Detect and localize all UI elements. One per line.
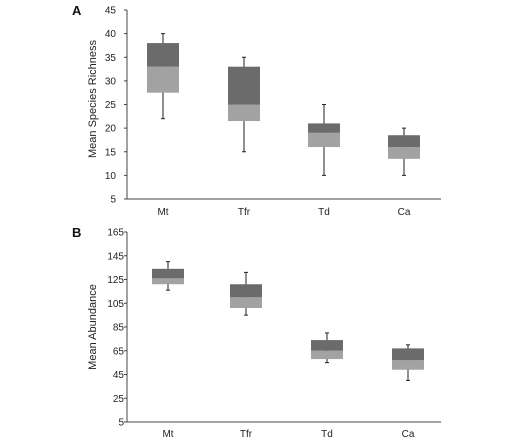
y-axis-label-b: Mean Abundance [87,284,99,370]
box-upper-tfr [230,284,262,298]
box-lower-mt [152,278,184,285]
y-tick-label: 145 [107,251,124,262]
y-tick-label: 40 [105,29,117,40]
y-tick-label: 5 [110,195,116,206]
panel-label-a: A [72,3,82,18]
box-lower-ca [388,147,420,159]
y-tick-label: 125 [107,275,124,286]
box-upper-td [308,123,340,133]
y-tick-label: 45 [113,370,125,381]
x-tick-label: Td [318,207,330,218]
y-tick-label: 30 [105,76,117,87]
box-lower-ca [392,360,424,370]
y-tick-label: 165 [107,228,124,239]
y-tick-label: 65 [113,346,125,357]
box-lower-tfr [230,297,262,308]
x-tick-label: Td [321,429,333,440]
y-axis-label-a: Mean Species Richness [87,40,99,159]
panel-label-b: B [72,225,81,240]
box-upper-ca [392,348,424,361]
box-lower-mt [147,66,179,93]
chart-panel-b: B Mean Abundance 5 25 45 65 85 105 125 145 165 Mt… [72,225,441,440]
x-tick-label: Ca [398,207,411,218]
box-lower-td [308,132,340,148]
y-tick-label: 20 [105,124,117,135]
box-lower-tfr [228,104,260,122]
box-upper-td [311,340,343,351]
box-lower-td [311,350,343,360]
y-tick-label: 10 [105,171,117,182]
box-upper-mt [147,43,179,67]
chart-panel-a: A Mean Species Richness 5 10 15 20 25 30 35 40 4… [72,3,441,218]
y-tick-label: 25 [113,394,125,405]
y-tick-label: 85 [113,323,125,334]
y-tick-label: 105 [107,299,124,310]
box-upper-tfr [228,66,260,105]
x-tick-label: Mt [157,207,168,218]
y-tick-label: 15 [105,147,117,158]
y-tick-label: 5 [118,418,124,429]
x-tick-label: Mt [162,429,173,440]
x-tick-label: Tfr [240,429,253,440]
x-tick-label: Tfr [238,207,251,218]
x-tick-label: Ca [402,429,415,440]
y-tick-label: 25 [105,100,117,111]
box-upper-mt [152,268,184,279]
y-tick-label: 45 [105,6,117,17]
box-upper-ca [388,135,420,148]
y-tick-label: 35 [105,53,117,64]
